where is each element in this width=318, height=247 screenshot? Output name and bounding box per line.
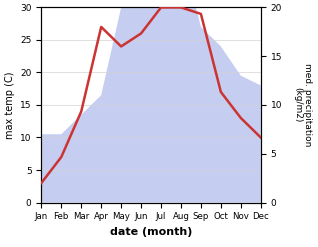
X-axis label: date (month): date (month) — [110, 227, 192, 237]
Y-axis label: med. precipitation
(kg/m2): med. precipitation (kg/m2) — [293, 63, 313, 147]
Y-axis label: max temp (C): max temp (C) — [4, 71, 15, 139]
